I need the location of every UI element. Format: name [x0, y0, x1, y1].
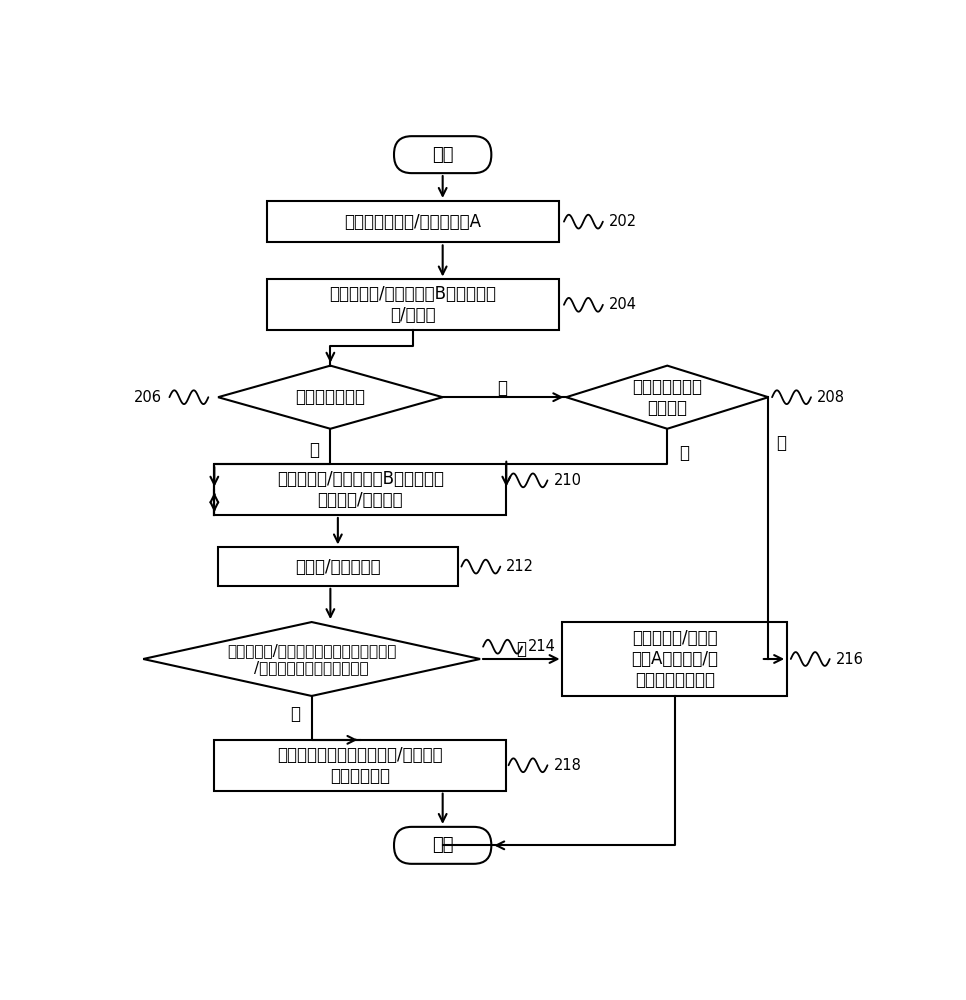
Text: 停留在未完成的其他系统和/或应用程
序的操作界面: 停留在未完成的其他系统和/或应用程 序的操作界面	[277, 746, 443, 785]
Text: 判断输入密码是
否正确？: 判断输入密码是 否正确？	[633, 378, 702, 417]
FancyBboxPatch shape	[218, 547, 458, 586]
Text: 当前处于系统和/或应用程序A: 当前处于系统和/或应用程序A	[344, 213, 481, 231]
Text: 214: 214	[528, 639, 555, 654]
FancyBboxPatch shape	[394, 136, 492, 173]
Text: 210: 210	[554, 473, 582, 488]
Text: 另一系统和/或应用程序B有新的通知
和/或事件: 另一系统和/或应用程序B有新的通知 和/或事件	[329, 285, 497, 324]
Text: 是: 是	[516, 640, 526, 658]
Text: 结束: 结束	[432, 836, 453, 854]
Text: 回到系统和/或应用
程序A中通知和/或
事件发起前的界面: 回到系统和/或应用 程序A中通知和/或 事件发起前的界面	[631, 629, 719, 689]
Polygon shape	[218, 366, 442, 429]
Polygon shape	[566, 366, 768, 429]
Polygon shape	[143, 622, 480, 696]
Text: 212: 212	[506, 559, 534, 574]
FancyBboxPatch shape	[267, 279, 558, 330]
Text: 218: 218	[554, 758, 582, 773]
Text: 是: 是	[497, 379, 507, 397]
FancyBboxPatch shape	[267, 201, 558, 242]
Text: 否: 否	[776, 434, 786, 452]
Text: 否: 否	[309, 441, 319, 459]
Text: 204: 204	[609, 297, 637, 312]
FancyBboxPatch shape	[394, 827, 492, 864]
Text: 202: 202	[609, 214, 637, 229]
Text: 208: 208	[817, 390, 845, 405]
FancyBboxPatch shape	[214, 464, 506, 515]
Text: 216: 216	[836, 652, 864, 666]
Text: 通知和/或事件关闭: 通知和/或事件关闭	[295, 558, 381, 576]
Text: 开始: 开始	[432, 146, 453, 164]
Text: 否: 否	[290, 705, 300, 723]
FancyBboxPatch shape	[562, 622, 787, 696]
Text: 206: 206	[134, 390, 162, 405]
Text: 进入系统和/或应用程序B，并自动切
换至通知/事件界面: 进入系统和/或应用程序B，并自动切 换至通知/事件界面	[277, 470, 443, 509]
Text: 是: 是	[679, 444, 689, 462]
FancyBboxPatch shape	[214, 740, 506, 791]
Text: 是否预设密码？: 是否预设密码？	[296, 388, 365, 406]
Text: 判断通知和/或事件关闭后，在其他系统和
/或应用程序的操作是否结束: 判断通知和/或事件关闭后，在其他系统和 /或应用程序的操作是否结束	[227, 643, 396, 675]
